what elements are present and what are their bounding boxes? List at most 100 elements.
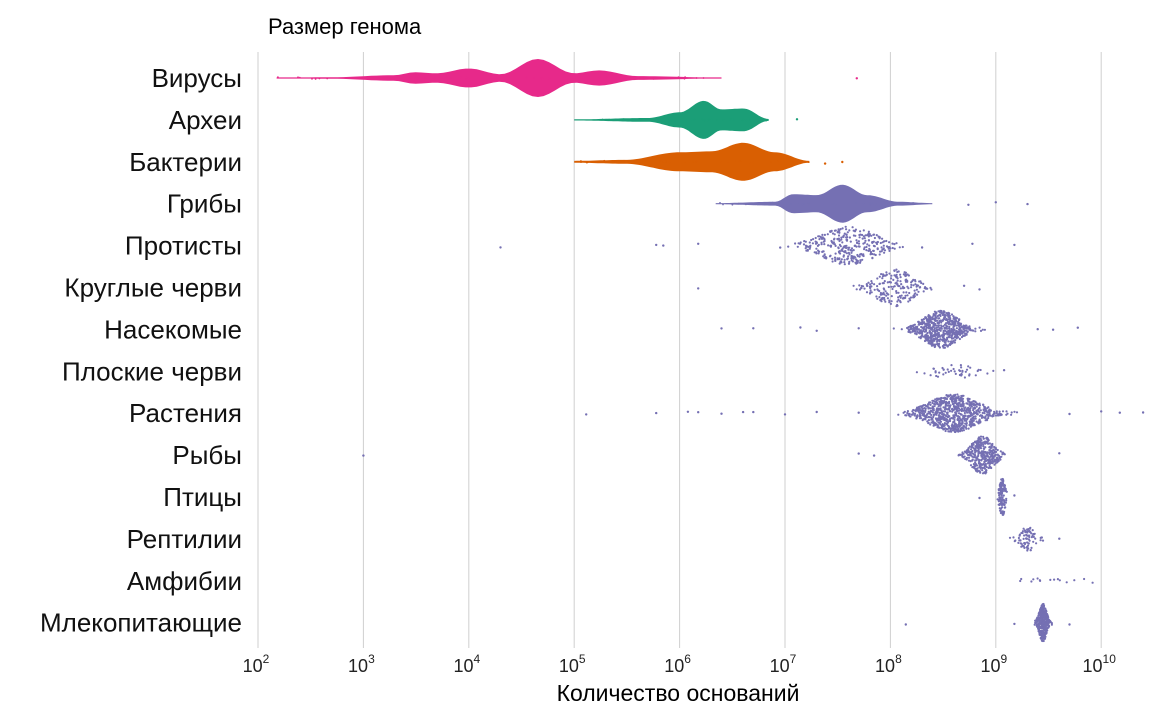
data-point [908,329,911,332]
data-point [921,326,925,329]
data-point [924,322,927,326]
data-point [1046,623,1049,626]
data-point [959,427,962,430]
data-point [852,234,856,237]
data-point [969,453,972,456]
data-point [805,249,808,252]
data-point [890,285,893,288]
data-point [974,450,977,453]
data-point [1042,633,1045,636]
data-point [770,202,772,205]
data-point [953,328,956,331]
data-point [937,321,941,324]
data-point [747,202,750,205]
data-point [983,460,986,464]
data-point [944,397,947,400]
data-point [1020,577,1023,581]
data-point [896,277,899,280]
data-point [961,370,964,373]
data-point [826,233,829,236]
outlier-point [815,329,818,332]
data-point [947,340,950,343]
data-point [727,161,729,164]
data-point [900,328,903,331]
data-point [915,328,918,331]
data-point [702,77,705,79]
data-point [627,160,629,163]
data-point [967,406,970,409]
category-label: Рыбы [172,440,242,470]
data-point [937,317,940,320]
data-point [942,368,945,371]
data-point [966,399,970,402]
data-point [999,511,1003,515]
data-point [948,327,951,330]
data-point [803,240,806,243]
data-point [967,427,970,430]
data-point [963,376,967,379]
data-point [801,203,804,206]
data-point [683,161,686,164]
data-point [893,243,896,246]
data-point [978,406,981,410]
data-point [1050,622,1053,625]
x-tick-label-2: 102 [243,652,270,676]
data-point [964,370,967,373]
data-point [946,428,949,431]
outlier-point [1068,623,1071,626]
data-point [962,409,965,412]
outlier-point [857,327,860,330]
outlier-point [1058,452,1061,455]
data-point [659,160,661,162]
data-point [831,203,833,206]
data-point [962,326,965,330]
data-point [921,410,924,413]
outlier-point [585,413,588,416]
data-point [950,336,953,339]
data-point [948,415,951,418]
data-point [909,331,912,334]
x-tick-base: 10 [453,656,473,676]
data-point [1001,498,1004,501]
data-point [1018,534,1021,537]
data-point [920,325,923,329]
data-point [948,343,951,346]
outlier-point [978,288,981,291]
data-point [973,464,977,467]
data-point [692,161,694,163]
data-point [876,277,879,280]
data-point [827,244,830,247]
data-point [976,455,979,458]
data-point [824,256,828,259]
data-point [843,232,846,235]
data-point [939,398,942,401]
chart-title: Размер генома [268,14,422,39]
data-point [953,423,956,426]
data-point [821,236,824,239]
data-point [823,233,827,236]
outlier-point [1026,202,1029,206]
data-point [958,329,962,332]
data-point [830,229,833,232]
data-point [906,279,909,282]
data-point [605,161,607,164]
data-point [964,329,968,332]
category-label: Млекопитающие [40,608,242,638]
data-point [907,326,910,329]
data-point [983,328,987,331]
data-point [823,243,826,246]
data-point [992,449,996,452]
data-point [842,254,846,257]
data-point [909,296,913,299]
data-point [1001,506,1004,509]
data-point [986,372,989,375]
data-point [948,314,952,317]
x-tick-base: 10 [243,656,263,676]
data-point [899,296,902,299]
data-point [876,248,879,251]
data-point [947,333,951,336]
data-point [843,263,846,266]
data-point [935,326,938,329]
data-point [899,276,902,279]
